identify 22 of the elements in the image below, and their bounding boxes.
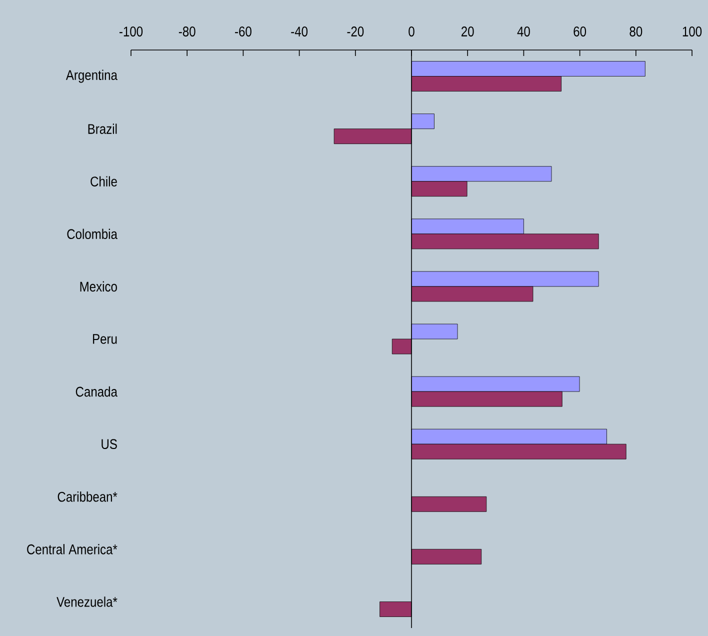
x-tick-label: 40 [517,26,530,36]
x-tick-label: -40 [291,26,308,36]
y-tick-label: Caribbean* [58,492,118,502]
y-tick-label: Mexico [80,281,117,292]
x-tick-label: 20 [462,26,474,36]
x-tick-label: -60 [235,26,252,36]
x-tick-label: 0 [408,26,414,36]
y-tick-label: Brazil [88,124,117,134]
y-tick-label: Argentina [66,70,118,83]
x-tick-label: -20 [347,26,364,36]
y-tick-label: Central America* [27,544,118,554]
x-tick-label: 80 [630,26,642,36]
y-tick-label: Venezuela* [56,596,118,607]
y-tick-label: US [102,439,117,450]
x-tick-label: -80 [178,26,196,36]
x-tick-label: 60 [574,26,586,36]
y-tick-label: Chile [90,176,117,187]
y-tick-label: Peru [93,334,117,344]
x-tick-label: -100 [119,26,143,36]
y-tick-label: Colombia [67,228,118,240]
x-tick-label: 100 [682,26,702,36]
y-tick-label: Canada [76,386,118,397]
